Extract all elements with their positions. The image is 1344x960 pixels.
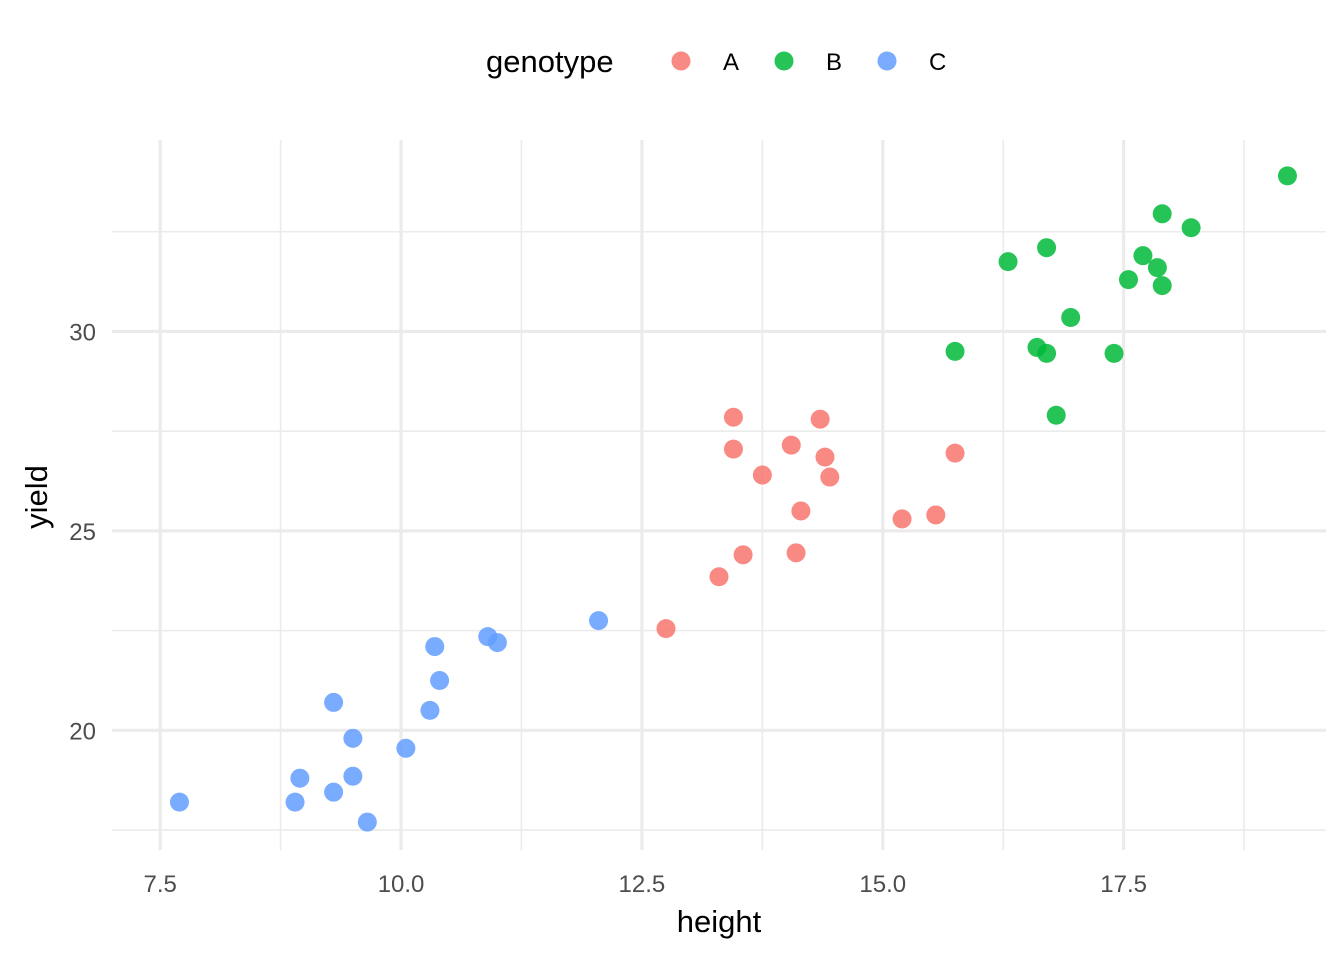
data-point-c (357, 812, 377, 832)
data-points (169, 166, 1297, 832)
data-point-c (396, 738, 416, 758)
data-point-c (487, 633, 507, 653)
data-point-c (169, 792, 189, 812)
x-axis-title: height (677, 904, 762, 939)
major-gridlines (112, 140, 1326, 850)
x-tick-label: 17.5 (1100, 871, 1147, 898)
data-point-c (324, 782, 344, 802)
legend-label-b: B (826, 49, 842, 76)
x-tick-label: 7.5 (143, 871, 176, 898)
x-tick-label: 10.0 (378, 871, 425, 898)
data-point-c (425, 637, 445, 657)
legend-label-c: C (929, 49, 946, 76)
data-point-b (1046, 405, 1066, 425)
data-point-a (723, 439, 743, 459)
data-point-a (791, 501, 811, 521)
legend: genotype A B C (486, 44, 946, 79)
data-point-b (1133, 246, 1153, 266)
data-point-c (324, 692, 344, 712)
data-point-b (1181, 218, 1201, 238)
data-point-c (589, 611, 609, 631)
legend-key-a (671, 51, 691, 71)
legend-items: A B C (671, 49, 946, 76)
data-point-b (1061, 308, 1081, 327)
data-point-a (810, 409, 830, 429)
data-point-a (733, 545, 753, 565)
data-point-c (420, 700, 440, 720)
legend-key-c (877, 51, 897, 71)
data-point-b (945, 341, 965, 361)
legend-label-a: A (723, 49, 739, 76)
x-axis-tick-labels: 7.5 10.0 12.5 15.0 17.5 (143, 871, 1147, 898)
legend-key-b (774, 51, 794, 71)
data-point-a (815, 447, 835, 467)
data-point-a (945, 443, 965, 463)
y-axis-tick-labels: 20 25 30 (69, 319, 96, 745)
data-point-a (786, 543, 806, 563)
data-point-b (1152, 276, 1172, 296)
data-point-c (343, 728, 363, 748)
data-point-b (1147, 258, 1167, 278)
data-point-a (752, 465, 772, 485)
y-tick-label: 25 (69, 519, 96, 546)
data-point-b (1037, 343, 1057, 363)
data-point-a (723, 407, 743, 427)
data-point-b (1037, 238, 1057, 258)
data-point-a (820, 467, 840, 487)
data-point-a (709, 567, 729, 587)
data-point-b (1277, 166, 1297, 186)
data-point-b (998, 252, 1018, 272)
data-point-b (1152, 204, 1172, 224)
x-tick-label: 15.0 (859, 871, 906, 898)
data-point-c (290, 768, 310, 788)
data-point-c (430, 670, 450, 690)
data-point-a (892, 509, 912, 529)
data-point-a (656, 619, 676, 639)
data-point-a (926, 505, 946, 525)
legend-title: genotype (486, 44, 614, 79)
data-point-c (343, 766, 363, 786)
data-point-b (1118, 270, 1138, 290)
data-point-c (285, 792, 305, 812)
data-point-b (1104, 343, 1124, 363)
y-axis-title: yield (19, 465, 54, 529)
y-tick-label: 20 (69, 718, 96, 745)
y-tick-label: 30 (69, 319, 96, 346)
x-tick-label: 12.5 (619, 871, 666, 898)
data-point-a (781, 435, 801, 455)
